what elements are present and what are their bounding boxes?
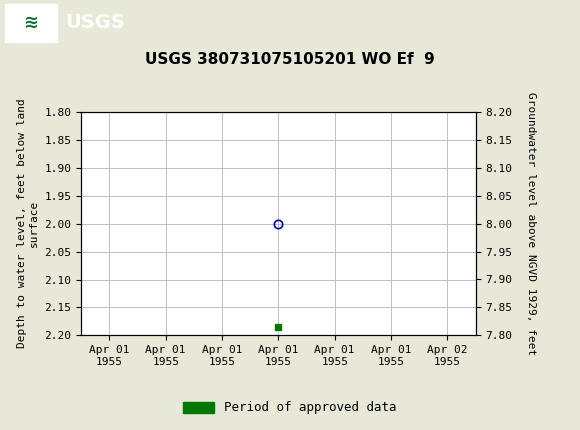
Y-axis label: Groundwater level above NGVD 1929, feet: Groundwater level above NGVD 1929, feet xyxy=(526,92,537,355)
Y-axis label: Depth to water level, feet below land
surface: Depth to water level, feet below land su… xyxy=(17,99,39,348)
Text: ≋: ≋ xyxy=(23,14,38,31)
Text: USGS: USGS xyxy=(66,13,125,32)
Legend: Period of approved data: Period of approved data xyxy=(178,396,402,419)
Text: USGS 380731075105201 WO Ef  9: USGS 380731075105201 WO Ef 9 xyxy=(145,52,435,67)
FancyBboxPatch shape xyxy=(5,3,57,42)
